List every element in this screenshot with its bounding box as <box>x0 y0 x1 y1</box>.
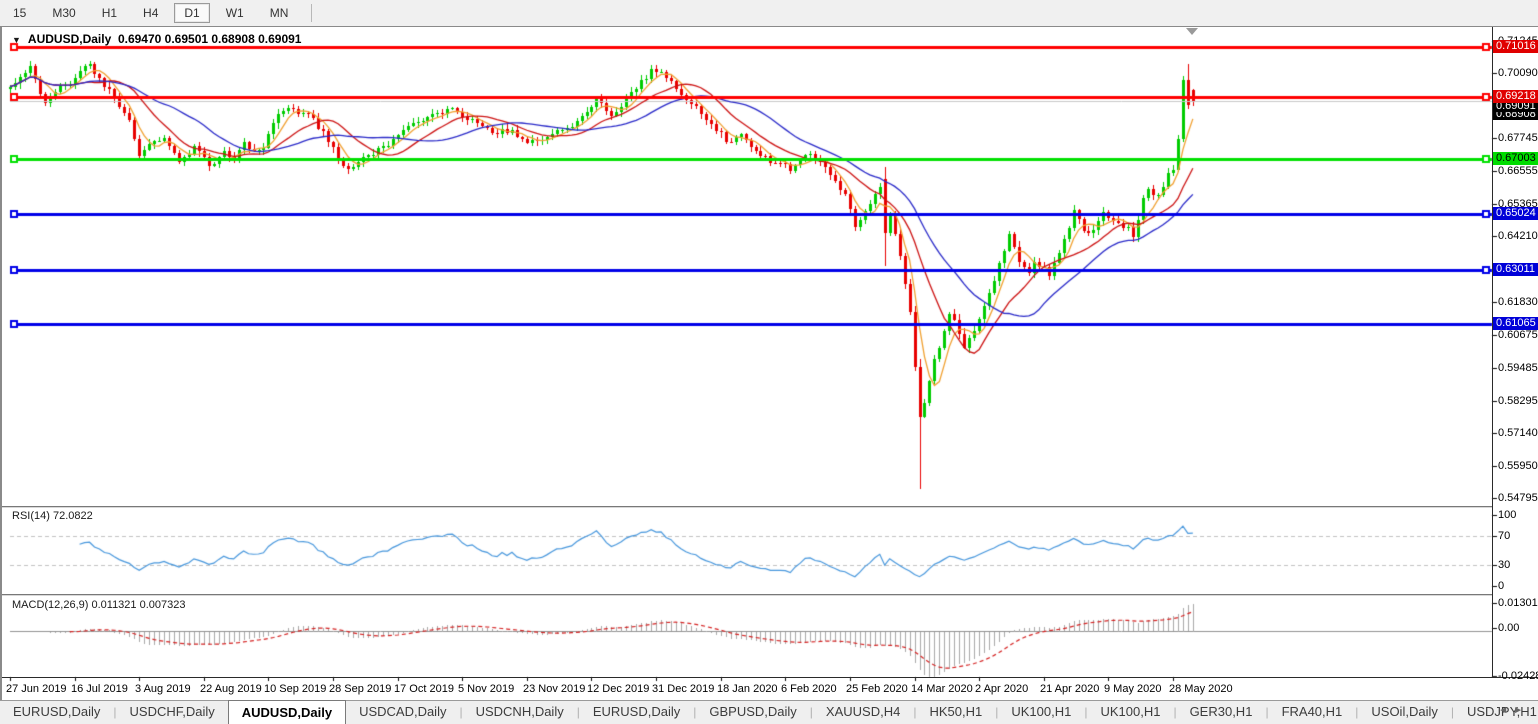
macd-axis-label: -0.024282 <box>1498 670 1538 682</box>
rsi-axis-label: 100 <box>1498 509 1517 521</box>
date-axis-label: 28 Sep 2019 <box>329 683 392 695</box>
date-axis-label: 16 Jul 2019 <box>71 683 128 695</box>
tab-separator: | <box>459 705 463 719</box>
tab-separator: | <box>1265 705 1269 719</box>
rsi-axis-label: 0 <box>1498 580 1505 592</box>
tab-separator: | <box>113 705 117 719</box>
main-rsi-divider[interactable] <box>2 506 1492 509</box>
timeframe-button-h1[interactable]: H1 <box>101 6 118 20</box>
macd-axis-label: 0.013016 <box>1498 597 1538 609</box>
symbol-tab-audusd-2[interactable]: AUDUSD,Daily <box>227 700 347 724</box>
tab-separator: | <box>913 705 917 719</box>
date-axis-label: 10 Sep 2019 <box>264 683 327 695</box>
symbol-tab-uk100-9[interactable]: UK100,H1 <box>1011 704 1072 719</box>
hline-price-badge: 0.65024 <box>1493 206 1538 220</box>
symbol-tab-eurusd-5[interactable]: EURUSD,Daily <box>592 704 681 719</box>
tab-scroll-left-button[interactable]: ◄ <box>1498 705 1514 716</box>
date-axis-label: 21 Apr 2020 <box>1040 683 1100 695</box>
date-axis-label: 22 Aug 2019 <box>200 683 262 695</box>
symbol-tab-usdcnh-4[interactable]: USDCNH,Daily <box>475 704 564 719</box>
symbol-tab-usdcad-3[interactable]: USDCAD,Daily <box>359 704 447 719</box>
rsi-axis-label: 30 <box>1498 558 1511 571</box>
symbol-tab-usdjpy-14[interactable]: USDJPY,H1 <box>1466 704 1537 719</box>
price-axis-label: 0.66555 <box>1498 165 1538 178</box>
price-axis-label: 0.64210 <box>1498 230 1538 243</box>
symbol-tab-gbpusd-6[interactable]: GBPUSD,Daily <box>709 704 797 719</box>
date-axis-label: 23 Nov 2019 <box>523 683 586 695</box>
symbol-tab-usoil-13[interactable]: USOil,Daily <box>1371 704 1438 719</box>
macd-indicator-label: MACD(12,26,9) 0.011321 0.007323 <box>12 599 186 611</box>
price-axis-label: 0.55950 <box>1498 459 1538 472</box>
symbol-tab-ger30-11[interactable]: GER30,H1 <box>1189 704 1253 719</box>
date-axis-label: 9 May 2020 <box>1104 683 1162 695</box>
tab-separator: | <box>1450 705 1454 719</box>
macd-axis-label: 0.00 <box>1498 622 1520 634</box>
timeframe-button-mn[interactable]: MN <box>269 6 289 20</box>
symbol-tabbar: EURUSD,Daily | USDCHF,Daily AUDUSD,Daily USD… <box>0 700 1538 724</box>
date-axis-label: 5 Nov 2019 <box>458 683 515 695</box>
tab-separator: | <box>693 705 697 719</box>
timeframe-button-w1[interactable]: W1 <box>225 6 244 20</box>
date-axis-label: 2 Apr 2020 <box>975 683 1029 695</box>
price-axis-label: 0.60675 <box>1498 328 1538 341</box>
date-axis-label: 28 May 2020 <box>1169 683 1233 695</box>
symbol-tab-xauusd-7[interactable]: XAUUSD,H4 <box>825 704 901 719</box>
timeframe-toolbar: 15 M30 H1 H4 D1 W1 MN <box>0 0 1538 26</box>
hline-price-badge: 0.63011 <box>1493 262 1538 276</box>
date-axis-label: 25 Feb 2020 <box>846 683 908 695</box>
chart-ohlc-values: 0.69470 0.69501 0.68908 0.69091 <box>117 32 302 46</box>
symbol-tab-eurusd-0[interactable]: EURUSD,Daily <box>13 704 101 719</box>
tab-separator: | <box>1084 705 1088 719</box>
symbol-tab-uk100-10[interactable]: UK100,H1 <box>1100 704 1161 719</box>
chart-shift-marker-icon[interactable] <box>1186 28 1198 35</box>
symbol-dropdown-icon[interactable]: ▼ <box>12 35 21 45</box>
price-axis-separator <box>1492 27 1493 677</box>
toolbar-separator <box>311 4 313 22</box>
rsi-macd-divider[interactable] <box>2 594 1492 597</box>
timeframe-button-m30[interactable]: M30 <box>52 6 76 20</box>
hline-price-badge: 0.71016 <box>1493 40 1538 54</box>
tab-separator: | <box>1355 705 1359 719</box>
symbol-tab-hk50-8[interactable]: HK50,H1 <box>929 704 983 719</box>
hline-price-badge: 0.67003 <box>1493 151 1538 165</box>
chart-window: ▼ AUDUSD,Daily 0.69470 0.69501 0.68908 0.… <box>0 26 1538 701</box>
price-axis-label: 0.58295 <box>1498 394 1538 407</box>
price-axis-label: 0.59485 <box>1498 361 1538 374</box>
chart-canvas[interactable] <box>2 27 1538 701</box>
date-axis-label: 31 Dec 2019 <box>652 683 715 695</box>
price-axis-label: 0.67745 <box>1498 132 1538 145</box>
timeframe-button-h4[interactable]: H4 <box>143 6 159 20</box>
date-axis-label: 14 Mar 2020 <box>911 683 973 695</box>
rsi-axis-label: 70 <box>1498 530 1511 543</box>
chart-title: ▼ AUDUSD,Daily 0.69470 0.69501 0.68908 0.… <box>12 32 301 46</box>
tab-scroll-right-button[interactable]: ► <box>1513 705 1528 716</box>
timeframe-button-d1[interactable]: D1 <box>174 3 210 23</box>
tab-separator: | <box>809 705 813 719</box>
date-axis-label: 17 Oct 2019 <box>394 683 454 695</box>
tab-separator: | <box>576 705 580 719</box>
rsi-indicator-label: RSI(14) 72.0822 <box>12 510 93 522</box>
date-axis-label: 12 Dec 2019 <box>587 683 650 695</box>
timeframe-button-15[interactable]: 15 <box>13 6 27 20</box>
symbol-tab-usdchf-1[interactable]: USDCHF,Daily <box>129 704 215 719</box>
symbol-tab-fra40-12[interactable]: FRA40,H1 <box>1281 704 1343 719</box>
price-axis-label: 0.70090 <box>1498 67 1538 79</box>
tab-separator: | <box>1173 705 1177 719</box>
hline-price-badge: 0.61065 <box>1493 316 1538 330</box>
price-axis-label: 0.54795 <box>1498 491 1538 504</box>
price-axis-label: 0.61830 <box>1498 296 1538 309</box>
tab-scroll-nav: ◄► <box>1498 705 1528 716</box>
price-axis-label: 0.57140 <box>1498 426 1538 439</box>
hline-price-badge: 0.69218 <box>1493 90 1538 104</box>
date-axis-label: 3 Aug 2019 <box>135 683 191 695</box>
date-axis-separator <box>2 677 1538 678</box>
date-axis-label: 27 Jun 2019 <box>6 683 67 695</box>
date-axis-label: 18 Jan 2020 <box>717 683 778 695</box>
chart-symbol-period: AUDUSD,Daily <box>27 32 112 46</box>
date-axis-label: 6 Feb 2020 <box>781 683 837 695</box>
tab-separator: | <box>995 705 999 719</box>
